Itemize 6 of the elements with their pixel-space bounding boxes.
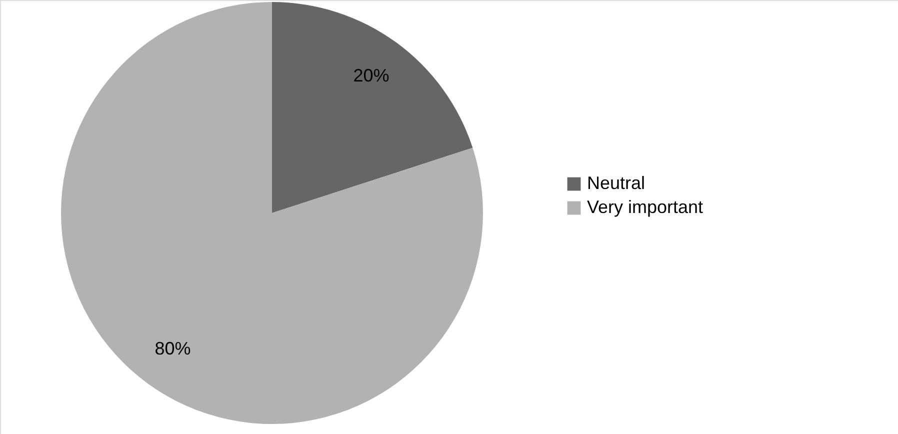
legend-label: Neutral [587, 173, 646, 193]
data-label: 20% [353, 65, 390, 86]
pie-slice [61, 2, 483, 424]
pie-slice [272, 2, 473, 213]
data-label: 80% [154, 338, 191, 359]
legend-label: Very important [587, 197, 704, 217]
